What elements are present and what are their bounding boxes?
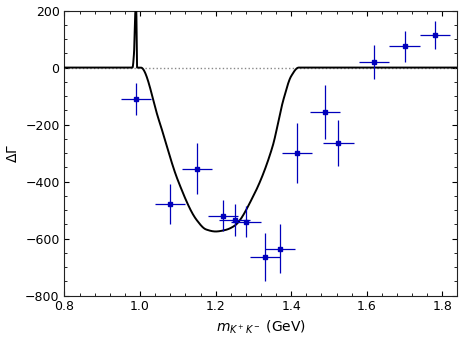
Y-axis label: $\Delta\Gamma$: $\Delta\Gamma$ — [6, 144, 19, 163]
X-axis label: $m_{K^+K^-}$ (GeV): $m_{K^+K^-}$ (GeV) — [216, 319, 306, 337]
